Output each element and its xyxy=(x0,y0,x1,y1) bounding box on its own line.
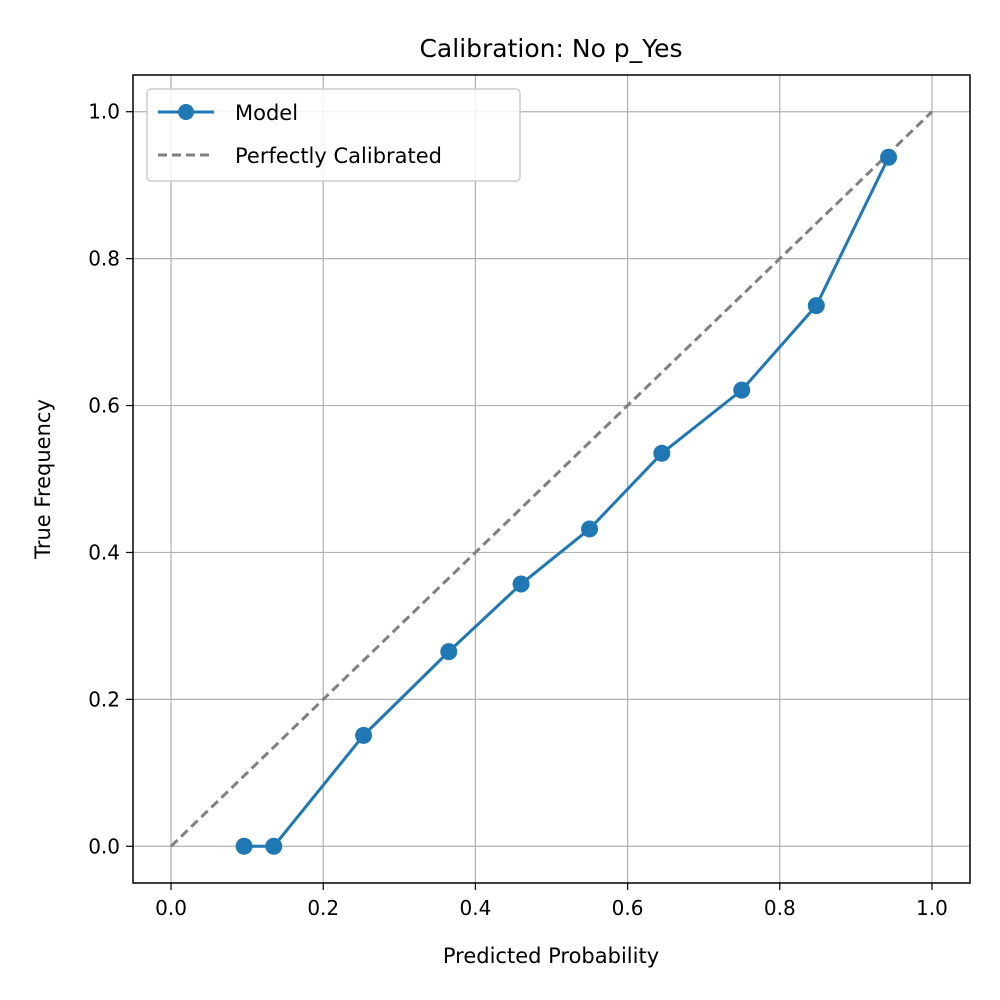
model-point xyxy=(880,148,898,166)
grid xyxy=(133,75,970,883)
model-point xyxy=(235,837,253,855)
y-tick-label: 0.8 xyxy=(88,247,120,271)
model-point xyxy=(265,837,283,855)
x-tick-label: 0.4 xyxy=(460,896,492,920)
legend-model-marker xyxy=(178,104,194,120)
legend-box xyxy=(146,88,521,182)
x-tick-label: 0.0 xyxy=(155,896,187,920)
x-tick-label: 0.2 xyxy=(307,896,339,920)
y-tick-label: 1.0 xyxy=(88,100,120,124)
y-tick-label: 0.6 xyxy=(88,394,120,418)
legend-label-model: Model xyxy=(235,101,298,125)
model-point xyxy=(653,444,671,462)
chart-title: Calibration: No p_Yes xyxy=(419,34,682,63)
legend-label-perfectly-calibrated: Perfectly Calibrated xyxy=(235,144,442,168)
model-point xyxy=(355,726,373,744)
model-point xyxy=(512,575,530,593)
series-model-line xyxy=(244,156,890,848)
x-tick-label: 0.6 xyxy=(612,896,644,920)
model-point xyxy=(440,643,458,661)
axis-ticks: 0.0 0.2 0.4 0.6 0.8 1.0 0.0 0.2 0.4 0.6 0.8 1.0 xyxy=(88,100,948,920)
legend: Model Perfectly Calibrated xyxy=(146,88,521,182)
y-tick-label: 0.4 xyxy=(88,540,120,564)
model-point xyxy=(581,520,599,538)
plot-series xyxy=(170,110,933,855)
series-perfectly-calibrated-line xyxy=(170,110,933,848)
x-axis-label: Predicted Probability xyxy=(443,944,659,968)
model-point xyxy=(733,381,751,399)
x-tick-label: 1.0 xyxy=(916,896,948,920)
plot-frame xyxy=(132,74,971,884)
y-tick-label: 0.2 xyxy=(88,687,120,711)
y-tick-label: 0.0 xyxy=(88,834,120,858)
y-axis-label: True Frequency xyxy=(31,399,55,560)
x-tick-label: 0.8 xyxy=(764,896,796,920)
model-point xyxy=(807,297,825,315)
